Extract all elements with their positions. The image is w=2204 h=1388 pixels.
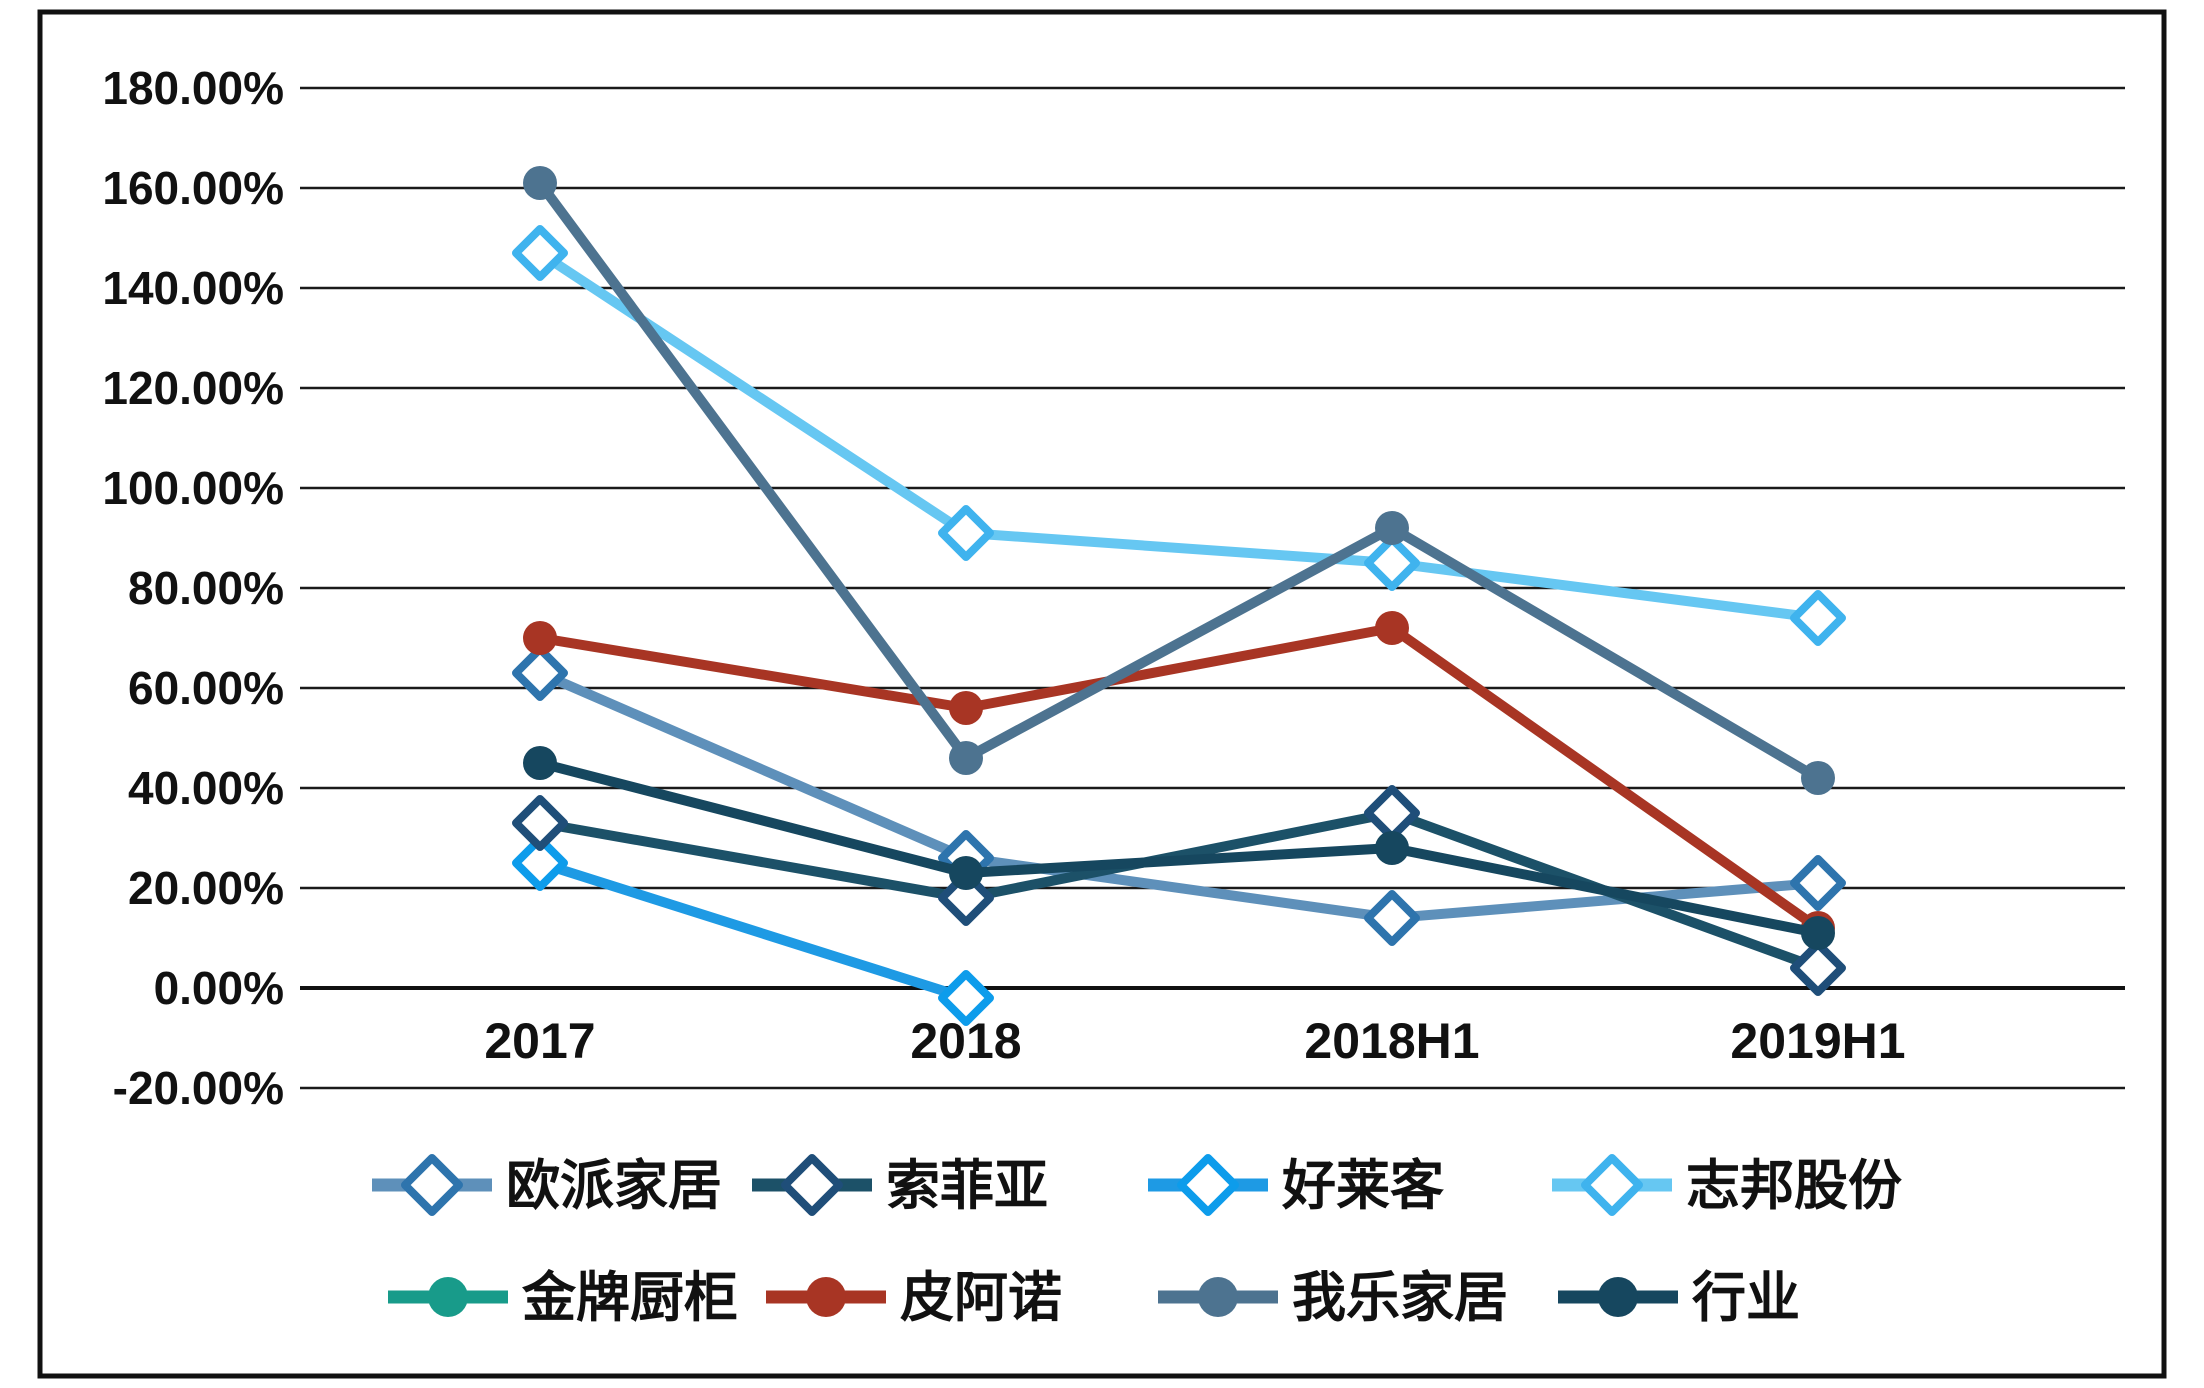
legend-item: 好莱客 <box>1148 1154 1444 1216</box>
y-axis-tick-label: 0.00% <box>154 962 284 1014</box>
legend-item: 皮阿诺 <box>766 1268 1062 1328</box>
y-axis-tick-label: 100.00% <box>102 462 284 514</box>
data-point-marker <box>949 691 983 725</box>
data-point-marker <box>428 1277 468 1317</box>
legend-item-label: 皮阿诺 <box>900 1268 1062 1328</box>
data-point-marker <box>512 795 568 851</box>
data-point-marker <box>781 1154 843 1216</box>
data-point-marker <box>1177 1154 1239 1216</box>
y-axis-tick-label: 120.00% <box>102 362 284 414</box>
y-axis-tick-label: 140.00% <box>102 262 284 314</box>
data-point-marker <box>1364 890 1420 946</box>
data-point-marker <box>806 1277 846 1317</box>
legend-item: 志邦股份 <box>1552 1154 1902 1216</box>
data-point-marker <box>949 741 983 775</box>
legend-item-label: 金牌厨柜 <box>521 1268 738 1328</box>
series-group <box>512 225 1846 646</box>
series-line <box>535 858 971 1003</box>
y-axis-tick-label: 160.00% <box>102 162 284 214</box>
chart-frame <box>37 9 2167 1379</box>
data-point-marker <box>1375 511 1409 545</box>
series-line <box>535 623 1823 933</box>
data-point-marker <box>1581 1154 1643 1216</box>
data-point-marker <box>1364 785 1420 841</box>
legend-item-label: 志邦股份 <box>1686 1156 1902 1216</box>
series-line <box>535 668 1823 923</box>
data-point-marker <box>949 856 983 890</box>
series-line <box>535 758 1823 938</box>
data-point-marker <box>1375 831 1409 865</box>
data-point-marker <box>938 505 994 561</box>
series-group <box>523 166 1835 795</box>
series-line <box>535 178 1823 783</box>
legend-item-label: 好莱客 <box>1281 1156 1444 1216</box>
legend-item-label: 我乐家居 <box>1292 1268 1508 1328</box>
series-group <box>512 835 994 1026</box>
data-point-marker <box>1801 761 1835 795</box>
data-point-marker <box>938 970 994 1026</box>
data-point-marker <box>512 225 568 281</box>
data-point-marker <box>1790 855 1846 911</box>
legend-item: 欧派家居 <box>372 1154 722 1216</box>
data-point-marker <box>1198 1277 1238 1317</box>
y-axis-tick-label: 60.00% <box>128 662 284 714</box>
data-point-marker <box>1598 1277 1638 1317</box>
data-point-marker <box>1364 535 1420 591</box>
data-point-marker <box>523 746 557 780</box>
legend-item: 我乐家居 <box>1158 1268 1508 1328</box>
series-group <box>523 611 1835 945</box>
data-point-marker <box>512 645 568 701</box>
y-axis-tick-label: 20.00% <box>128 862 284 914</box>
x-axis-category-label: 2018H1 <box>1304 1013 1479 1069</box>
series-group <box>523 746 1835 950</box>
series-line <box>535 248 1823 623</box>
data-point-marker <box>1801 916 1835 950</box>
legend-item: 行业 <box>1558 1268 1800 1328</box>
legend-item: 索菲亚 <box>752 1154 1048 1216</box>
data-point-marker <box>1790 590 1846 646</box>
data-point-marker <box>401 1154 463 1216</box>
x-axis-category-label: 2017 <box>484 1013 595 1069</box>
legend-item-label: 行业 <box>1692 1268 1800 1328</box>
y-axis-tick-label: -20.00% <box>113 1062 284 1114</box>
data-point-marker <box>523 166 557 200</box>
y-axis-tick-label: 180.00% <box>102 62 284 114</box>
data-point-marker <box>523 621 557 655</box>
data-point-marker <box>1790 940 1846 996</box>
legend-item: 金牌厨柜 <box>388 1268 738 1328</box>
x-axis-category-label: 2019H1 <box>1730 1013 1905 1069</box>
y-axis-tick-label: 80.00% <box>128 562 284 614</box>
legend-item-label: 索菲亚 <box>886 1156 1048 1216</box>
legend-item-label: 欧派家居 <box>506 1156 722 1216</box>
y-axis-tick-label: 40.00% <box>128 762 284 814</box>
data-point-marker <box>1375 611 1409 645</box>
data-point-marker <box>512 835 568 891</box>
